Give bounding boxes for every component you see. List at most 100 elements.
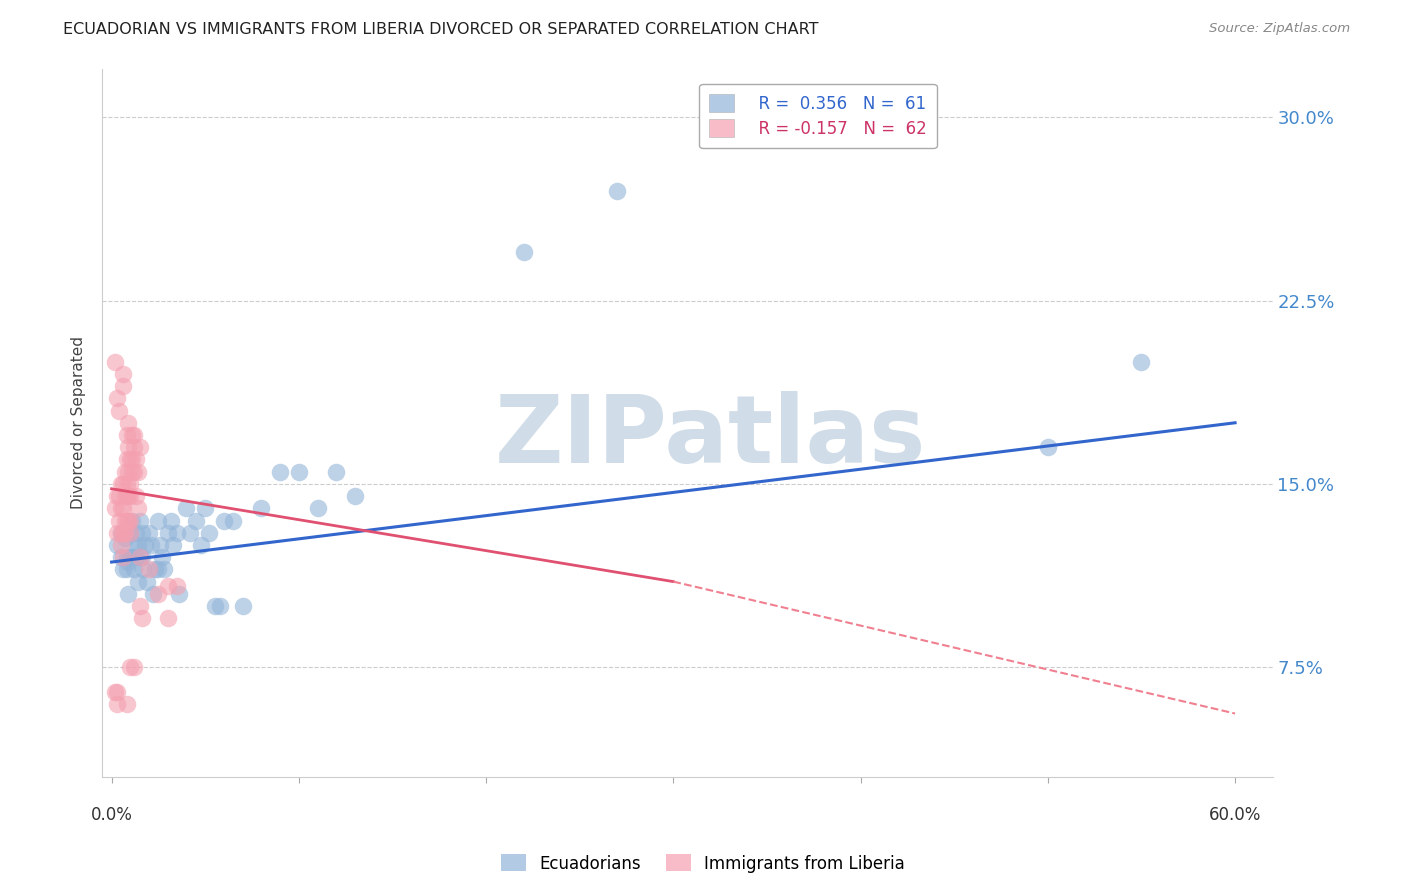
Point: [122, 660, 145, 674]
Point: [134, 538, 156, 552]
Point: [232, 599, 254, 613]
Point: [108, 489, 131, 503]
Point: [120, 660, 142, 674]
Point: [105, 525, 128, 540]
Point: [108, 514, 131, 528]
Point: [153, 562, 176, 576]
Point: [156, 611, 179, 625]
Point: [114, 489, 136, 503]
Point: [110, 476, 132, 491]
Text: 0.0%: 0.0%: [90, 806, 132, 824]
Point: [111, 562, 134, 576]
Point: [250, 501, 273, 516]
Point: [117, 555, 139, 569]
Point: [115, 452, 138, 467]
Point: [269, 465, 291, 479]
Point: [120, 525, 142, 540]
Point: [190, 538, 212, 552]
Point: [105, 538, 128, 552]
Text: ECUADORIAN VS IMMIGRANTS FROM LIBERIA DIVORCED OR SEPARATED CORRELATION CHART: ECUADORIAN VS IMMIGRANTS FROM LIBERIA DI…: [63, 22, 818, 37]
Point: [125, 452, 148, 467]
Point: [125, 489, 148, 503]
Point: [121, 452, 143, 467]
Point: [131, 525, 153, 540]
Point: [117, 465, 139, 479]
Point: [179, 525, 201, 540]
Point: [122, 440, 145, 454]
Point: [115, 562, 138, 576]
Point: [120, 514, 142, 528]
Point: [120, 476, 142, 491]
Text: 60.0%: 60.0%: [1209, 806, 1261, 824]
Point: [114, 525, 136, 540]
Point: [125, 550, 148, 565]
Point: [127, 574, 149, 589]
Point: [121, 465, 143, 479]
Point: [120, 489, 142, 503]
Point: [184, 514, 207, 528]
Point: [110, 550, 132, 565]
Point: [111, 501, 134, 516]
Point: [148, 514, 170, 528]
Point: [122, 465, 145, 479]
Point: [111, 550, 134, 565]
Point: [138, 562, 160, 576]
Point: [142, 587, 165, 601]
Point: [121, 550, 143, 565]
Point: [136, 574, 159, 589]
Text: Source: ZipAtlas.com: Source: ZipAtlas.com: [1209, 22, 1350, 36]
Point: [114, 465, 136, 479]
Point: [198, 525, 221, 540]
Point: [1130, 355, 1153, 369]
Point: [128, 514, 150, 528]
Point: [176, 501, 198, 516]
Point: [288, 465, 311, 479]
Point: [212, 514, 235, 528]
Point: [115, 428, 138, 442]
Point: [160, 514, 183, 528]
Point: [128, 599, 150, 613]
Legend: Ecuadorians, Immigrants from Liberia: Ecuadorians, Immigrants from Liberia: [495, 847, 911, 880]
Point: [128, 550, 150, 565]
Point: [115, 489, 138, 503]
Point: [148, 562, 170, 576]
Point: [115, 550, 138, 565]
Point: [149, 538, 172, 552]
Point: [127, 501, 149, 516]
Point: [117, 489, 139, 503]
Point: [117, 440, 139, 454]
Point: [121, 514, 143, 528]
Point: [166, 525, 188, 540]
Point: [117, 416, 139, 430]
Point: [138, 525, 160, 540]
Point: [104, 355, 127, 369]
Point: [117, 514, 139, 528]
Point: [122, 562, 145, 576]
Point: [162, 538, 184, 552]
Point: [143, 562, 166, 576]
Point: [111, 367, 134, 381]
Point: [111, 476, 134, 491]
Point: [132, 562, 155, 576]
Point: [1036, 440, 1059, 454]
Point: [128, 550, 150, 565]
Point: [120, 550, 142, 565]
Point: [156, 579, 179, 593]
Point: [114, 514, 136, 528]
Point: [110, 501, 132, 516]
Point: [111, 525, 134, 540]
Point: [105, 697, 128, 711]
Point: [115, 476, 138, 491]
Point: [115, 697, 138, 711]
Point: [325, 465, 347, 479]
Point: [222, 514, 245, 528]
Point: [105, 489, 128, 503]
Point: [121, 428, 143, 442]
Legend:   R =  0.356   N =  61,   R = -0.157   N =  62: R = 0.356 N = 61, R = -0.157 N = 62: [699, 84, 936, 148]
Point: [307, 501, 329, 516]
Point: [105, 684, 128, 698]
Point: [131, 550, 153, 565]
Point: [104, 684, 127, 698]
Point: [167, 587, 190, 601]
Y-axis label: Divorced or Separated: Divorced or Separated: [72, 336, 86, 509]
